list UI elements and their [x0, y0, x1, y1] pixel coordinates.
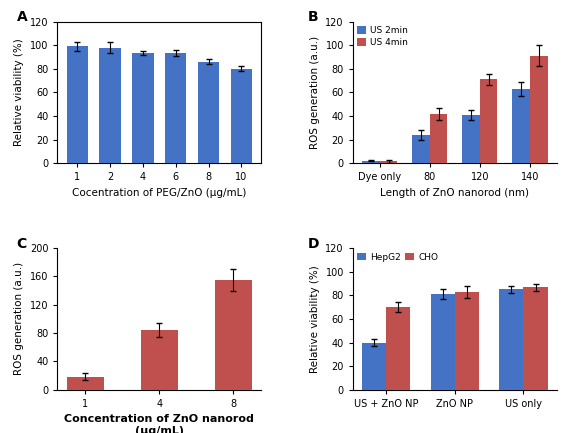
- Bar: [362, 343, 386, 390]
- Legend: US 2min, US 4min: US 2min, US 4min: [358, 26, 408, 47]
- Y-axis label: ROS generation (a.u.): ROS generation (a.u.): [310, 36, 320, 149]
- Bar: [431, 294, 455, 390]
- Text: A: A: [17, 10, 28, 24]
- Y-axis label: Relative viability (%): Relative viability (%): [310, 265, 320, 373]
- Bar: [165, 53, 187, 163]
- Bar: [480, 79, 498, 163]
- Text: B: B: [308, 10, 319, 24]
- Text: D: D: [308, 237, 320, 251]
- Y-axis label: Relative viability (%): Relative viability (%): [14, 39, 24, 146]
- Bar: [530, 56, 548, 163]
- Bar: [463, 115, 480, 163]
- Bar: [386, 307, 410, 390]
- Text: C: C: [17, 237, 27, 251]
- Bar: [499, 289, 523, 390]
- X-axis label: Concentration of ZnO nanorod
(μg/mL): Concentration of ZnO nanorod (μg/mL): [64, 414, 254, 433]
- Bar: [430, 114, 447, 163]
- X-axis label: Length of ZnO nanorod (nm): Length of ZnO nanorod (nm): [381, 188, 529, 198]
- Bar: [215, 280, 252, 390]
- Bar: [412, 135, 430, 163]
- Bar: [455, 292, 479, 390]
- Bar: [513, 89, 530, 163]
- X-axis label: Cocentration of PEG/ZnO (μg/mL): Cocentration of PEG/ZnO (μg/mL): [72, 188, 246, 198]
- Bar: [231, 69, 252, 163]
- Bar: [67, 377, 104, 390]
- Bar: [362, 161, 380, 163]
- Bar: [198, 62, 219, 163]
- Bar: [99, 48, 121, 163]
- Bar: [132, 53, 154, 163]
- Y-axis label: ROS generation (a.u.): ROS generation (a.u.): [14, 262, 24, 375]
- Bar: [523, 287, 548, 390]
- Legend: HepG2, CHO: HepG2, CHO: [358, 253, 438, 262]
- Bar: [67, 46, 88, 163]
- Bar: [141, 330, 178, 390]
- Bar: [380, 162, 397, 163]
